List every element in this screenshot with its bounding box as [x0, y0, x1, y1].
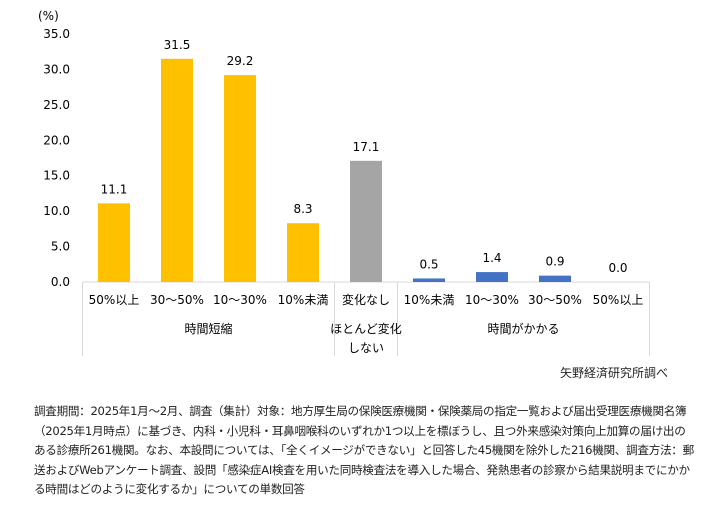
- group-label: 時間がかかる: [487, 321, 559, 336]
- y-tick-label: 20.0: [43, 133, 70, 147]
- bar: [413, 278, 445, 282]
- x-tick-label: 変化なし: [342, 292, 390, 307]
- survey-note: 調査期間：2025年1月～2月、調査（集計）対象：地方厚生局の保険医療機関・保険…: [34, 404, 694, 496]
- x-tick-label: 30～50%: [528, 293, 582, 307]
- bar: [539, 275, 571, 282]
- bar: [287, 223, 319, 282]
- y-axis-label: (%): [38, 9, 59, 23]
- data-label: 8.3: [293, 202, 312, 216]
- y-tick-label: 10.0: [43, 204, 70, 218]
- data-label: 17.1: [353, 140, 380, 154]
- y-tick-label: 25.0: [43, 98, 70, 112]
- y-tick-label: 5.0: [51, 240, 70, 254]
- y-tick-label: 35.0: [43, 27, 70, 41]
- data-label: 31.5: [164, 38, 191, 52]
- data-label: 0.0: [608, 261, 627, 275]
- bar: [476, 272, 508, 282]
- bar: [224, 75, 256, 283]
- source-credit: 矢野経済研究所調べ: [559, 366, 668, 380]
- data-label: 1.4: [482, 251, 501, 265]
- bar: [98, 203, 130, 282]
- y-tick-label: 15.0: [43, 169, 70, 183]
- bar: [350, 160, 382, 282]
- bar: [161, 58, 193, 282]
- data-label: 29.2: [227, 54, 254, 68]
- group-label: しない: [348, 341, 384, 355]
- data-label: 0.9: [545, 255, 564, 269]
- bar-chart: (%) 0.0 5.0 10.0 15.0 20.0 25.0 30.0 35.0 11.1 3…: [38, 9, 650, 356]
- x-tick-label: 50%以上: [89, 293, 140, 307]
- data-label: 0.5: [419, 257, 438, 271]
- group-label: ほとんど変化: [330, 321, 402, 336]
- y-tick-label: 0.0: [51, 275, 70, 289]
- x-tick-label: 10%未満: [404, 293, 455, 307]
- x-tick-label: 50%以上: [593, 293, 644, 307]
- x-tick-label: 30～50%: [150, 293, 204, 307]
- y-tick-label: 30.0: [43, 62, 70, 76]
- x-tick-label: 10%未満: [278, 293, 329, 307]
- group-label: 時間短縮: [184, 321, 232, 336]
- data-label: 11.1: [101, 182, 128, 196]
- x-tick-label: 10～30%: [213, 293, 267, 307]
- x-tick-label: 10～30%: [465, 293, 519, 307]
